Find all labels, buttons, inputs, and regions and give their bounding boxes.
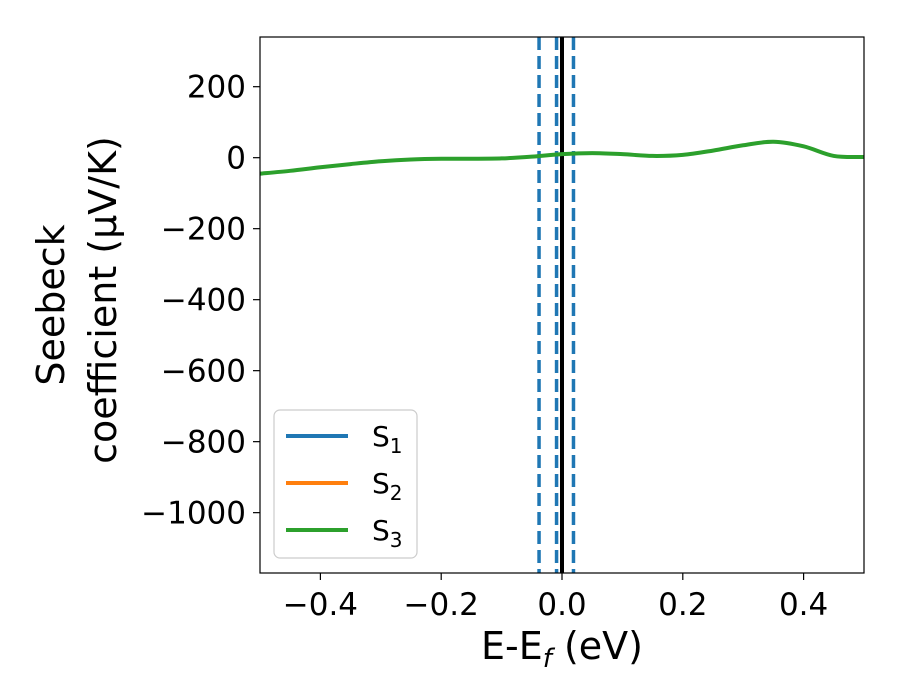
x-axis-label-main: E-E [481, 624, 543, 668]
legend-label-subscript: 2 [390, 481, 403, 505]
x-tick-label: −0.2 [404, 587, 479, 623]
y-axis-label-line2: coefficient (μV/K) [81, 136, 125, 464]
legend-label-s1: S1 [372, 420, 403, 458]
x-axis-label: E-Ef (eV) [481, 624, 643, 674]
x-tick-label: 0.2 [658, 587, 707, 623]
legend-label-s3: S3 [372, 514, 403, 552]
y-tick-label: −200 [161, 212, 246, 248]
legend-label-subscript: 3 [390, 528, 403, 552]
legend-label-main: S [372, 467, 390, 500]
legend-label-main: S [372, 420, 390, 453]
y-tick-label: −800 [161, 425, 246, 461]
x-tick-label: 0.0 [537, 587, 586, 623]
x-tick-label: −0.4 [283, 587, 358, 623]
series-line-s3 [260, 139, 864, 176]
y-tick-label: 200 [187, 70, 246, 106]
y-tick-label: −400 [161, 283, 246, 319]
legend-label-main: S [372, 514, 390, 547]
y-tick-label: −600 [161, 354, 246, 390]
y-tick-label: −1000 [141, 496, 246, 532]
x-axis-label-unit: (eV) [552, 624, 643, 668]
legend-label-subscript: 1 [390, 434, 403, 458]
y-axis-label-line1: Seebeck [29, 224, 73, 385]
x-tick-label: 0.4 [779, 587, 828, 623]
legend-label-s2: S2 [372, 467, 403, 505]
y-tick-label: 0 [226, 141, 246, 177]
